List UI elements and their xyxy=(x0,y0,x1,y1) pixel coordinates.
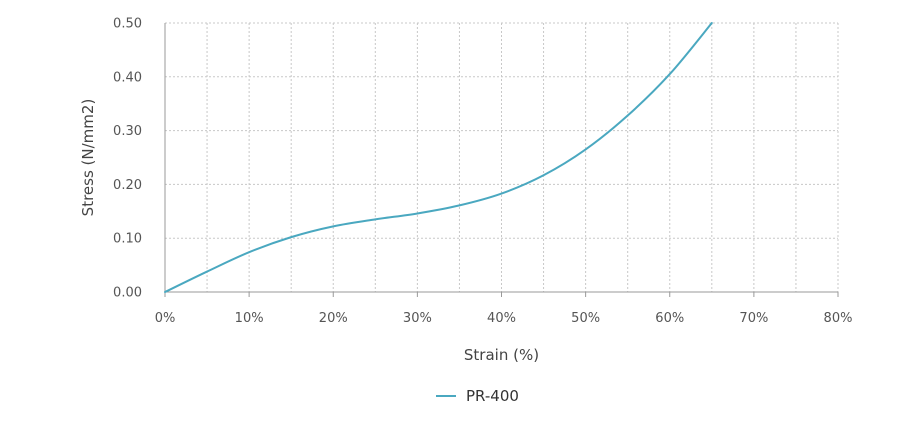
x-tick-label: 10% xyxy=(235,311,264,326)
series-layer xyxy=(164,22,713,293)
x-tick-label: 0% xyxy=(155,311,176,326)
y-axis-title: Stress (N/mm2) xyxy=(79,99,97,217)
x-axis-title: Strain (%) xyxy=(464,346,539,364)
x-tick-label: 80% xyxy=(824,311,853,326)
x-tick-label: 60% xyxy=(655,311,684,326)
x-tick-label: 40% xyxy=(487,311,516,326)
series-line-pr-400 xyxy=(164,22,713,293)
x-tick-label: 50% xyxy=(571,311,600,326)
legend-label: PR-400 xyxy=(466,387,519,405)
axes xyxy=(164,23,839,297)
y-tick-label: 0.10 xyxy=(113,232,142,247)
y-tick-label: 0.30 xyxy=(113,124,142,139)
y-tick-label: 0.40 xyxy=(113,70,142,85)
y-tick-label: 0.00 xyxy=(113,286,142,301)
x-tick-label: 20% xyxy=(319,311,348,326)
tick-labels: 0.00 0.10 0.20 0.30 0.40 0.50 0% 10% 20% 30% 40% 50… xyxy=(113,17,852,327)
grid xyxy=(165,22,839,292)
y-tick-label: 0.50 xyxy=(113,17,142,32)
x-tick-label: 30% xyxy=(403,311,432,326)
legend: PR-400 xyxy=(436,387,519,405)
y-tick-label: 0.20 xyxy=(113,178,142,193)
x-tick-label: 70% xyxy=(739,311,768,326)
